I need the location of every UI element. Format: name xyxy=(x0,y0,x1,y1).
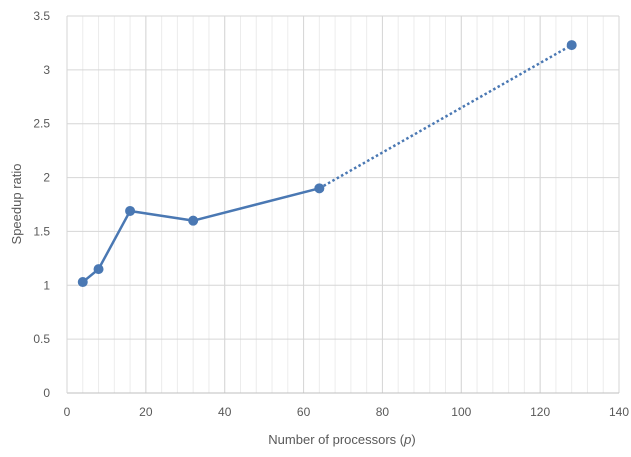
grid-layer xyxy=(66,15,620,394)
series-layer xyxy=(77,40,577,288)
series-line-solid xyxy=(81,187,321,284)
y-tick-label: 2 xyxy=(43,171,50,185)
series-line-dotted xyxy=(318,43,573,190)
data-point xyxy=(77,277,88,288)
x-tick-label: 80 xyxy=(376,405,390,419)
data-point xyxy=(188,215,199,226)
data-point xyxy=(125,205,136,216)
axis-layer: 0 20 40 60 80 100 120 140 0 0.5 1 1.5 2 2.5 3 3.5 xyxy=(33,9,629,419)
data-point xyxy=(566,40,577,51)
y-tick-label: 3 xyxy=(43,63,50,77)
data-point xyxy=(93,264,104,275)
x-axis-title: Number of processors (p) xyxy=(268,432,415,447)
x-tick-label: 0 xyxy=(64,405,71,419)
x-tick-label: 120 xyxy=(530,405,550,419)
y-tick-label: 0.5 xyxy=(33,332,50,346)
y-tick-label: 0 xyxy=(43,386,50,400)
y-tick-label: 3.5 xyxy=(33,9,50,23)
x-tick-label: 140 xyxy=(609,405,629,419)
data-point xyxy=(314,183,325,194)
y-tick-label: 2.5 xyxy=(33,117,50,131)
y-tick-label: 1 xyxy=(43,278,50,292)
x-tick-label: 60 xyxy=(297,405,311,419)
x-tick-label: 20 xyxy=(139,405,153,419)
y-axis-title: Speedup ratio xyxy=(9,164,24,245)
y-tick-label: 1.5 xyxy=(33,224,50,238)
label-layer: Number of processors (p) Speedup ratio xyxy=(9,164,416,447)
x-tick-label: 40 xyxy=(218,405,232,419)
x-tick-label: 100 xyxy=(451,405,471,419)
